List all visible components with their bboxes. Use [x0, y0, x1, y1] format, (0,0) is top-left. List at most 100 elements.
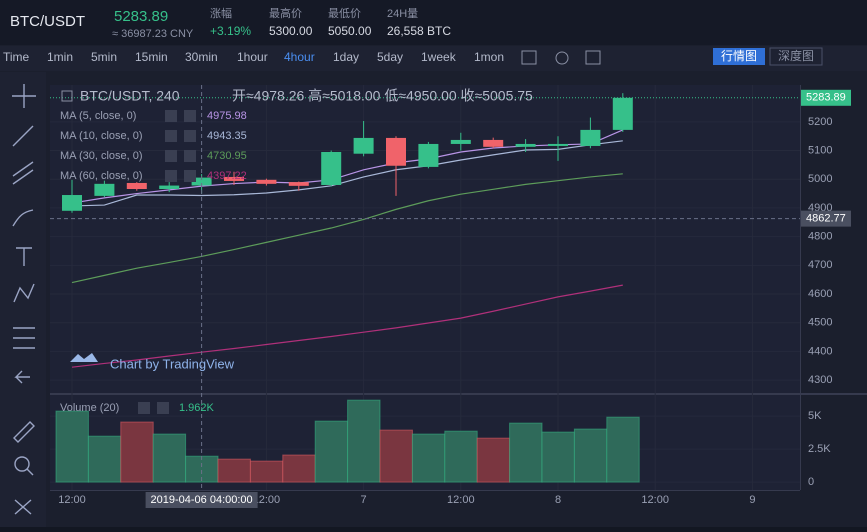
last-price-label: 5283.89 — [806, 92, 846, 104]
volume-bar — [217, 458, 251, 483]
volume-bar — [509, 422, 543, 483]
pane-divider — [50, 393, 867, 395]
ma-legend: MA (60, close, 0) — [60, 170, 143, 182]
legend-btn[interactable] — [165, 150, 177, 162]
axis-divider — [800, 85, 801, 490]
candle-body — [321, 151, 342, 185]
legend-btn[interactable] — [138, 402, 150, 414]
time-axis-line — [50, 490, 800, 491]
interval[interactable]: 15min — [135, 50, 168, 64]
candle-body — [580, 129, 601, 146]
candle-body — [224, 176, 244, 181]
volume-bar — [476, 437, 511, 483]
interval[interactable]: Time — [3, 50, 30, 64]
volume-bar — [444, 430, 478, 483]
volume-bar — [573, 428, 608, 483]
interval[interactable]: 5day — [377, 50, 403, 64]
candle-body — [386, 137, 406, 166]
interval[interactable]: 30min — [185, 50, 218, 64]
interval[interactable]: 1day — [333, 50, 359, 64]
y-tick-label: 5K — [808, 410, 822, 422]
candle-body — [548, 143, 568, 146]
stat-value: 5050.00 — [328, 24, 372, 38]
y-tick-label: 4600 — [808, 288, 832, 300]
volume-bar — [314, 420, 349, 483]
pair: BTC/USDT — [10, 13, 85, 30]
last-price-box — [801, 89, 851, 106]
volume-bar — [411, 433, 446, 483]
legend-btn[interactable] — [184, 170, 196, 182]
legend-btn[interactable] — [184, 150, 196, 162]
tab[interactable] — [769, 47, 823, 66]
candle-body — [483, 139, 504, 147]
volume-bar — [87, 435, 122, 483]
volume-bar — [120, 421, 154, 483]
y-tick-label: 4800 — [808, 231, 832, 243]
legend-btn[interactable] — [157, 402, 169, 414]
ma-legend-value: 4397.22 — [207, 170, 247, 182]
legend-btn[interactable] — [165, 130, 177, 142]
price-pane — [50, 85, 800, 393]
legend-toggle — [61, 90, 73, 102]
y-tick-label: 4400 — [808, 345, 832, 357]
interval[interactable]: 1hour — [237, 50, 268, 64]
volume-bar — [152, 433, 187, 483]
candle-body — [418, 143, 439, 167]
candle-body — [450, 139, 471, 144]
legend-btn[interactable] — [165, 110, 177, 122]
stat-value: 26,558 BTC — [387, 24, 451, 38]
y-tick-label: 2.5K — [808, 443, 831, 455]
volume-legend: Volume (20) — [60, 402, 119, 414]
chart-title: BTC/USDT, 240 — [80, 88, 180, 104]
ma-legend: MA (30, close, 0) — [60, 150, 143, 162]
tab-label[interactable]: 行情图 — [721, 49, 757, 63]
x-tick-label: 9 — [749, 494, 755, 506]
tab-label[interactable]: 深度图 — [778, 48, 814, 63]
drawing-tools[interactable] — [12, 84, 36, 515]
crosshair-time: 2019-04-06 04:00:00 — [151, 494, 253, 506]
ma-legend-value: 4975.98 — [207, 110, 247, 122]
y-tick-label: 0 — [808, 476, 814, 488]
volume-bar — [249, 460, 284, 483]
tab-active[interactable] — [713, 48, 765, 65]
volume-bar — [55, 410, 89, 483]
toolbar-icons — [521, 50, 601, 65]
interval[interactable]: 1min — [47, 50, 73, 64]
stat-value: +3.19% — [210, 24, 251, 38]
crosshair-price: 4862.77 — [806, 213, 846, 225]
candle-body — [612, 97, 633, 130]
candle-body — [159, 185, 180, 189]
legend-btn[interactable] — [184, 110, 196, 122]
volume-bar — [541, 431, 575, 483]
x-tick-label: 12:00 — [253, 494, 281, 506]
header-bar — [0, 0, 867, 45]
candle-body — [288, 182, 309, 186]
tv-logo — [70, 353, 98, 362]
price: 5283.89 — [114, 8, 168, 25]
ma-line — [71, 173, 623, 284]
ma-legend-value: 4730.95 — [207, 150, 247, 162]
x-tick-label: 12:00 — [58, 494, 86, 506]
candle-body — [256, 179, 277, 184]
legend-btn[interactable] — [165, 170, 177, 182]
volume-bar — [347, 399, 381, 483]
x-tick-label: 12:00 — [447, 494, 475, 506]
volume-bar — [379, 429, 413, 483]
y-tick-label: 4300 — [808, 374, 832, 386]
candle-body — [62, 195, 82, 211]
interval[interactable]: 1mon — [474, 50, 504, 64]
candle-body — [94, 183, 115, 196]
ma-line — [71, 140, 623, 207]
interval[interactable]: 5min — [91, 50, 117, 64]
ma-line — [71, 284, 623, 368]
cny: ≈ 36987.23 CNY — [112, 28, 194, 40]
stat-value: 5300.00 — [269, 24, 313, 38]
interval[interactable]: 1week — [421, 50, 457, 64]
interval[interactable]: 4hour — [284, 50, 315, 64]
x-tick-label: 8 — [555, 494, 561, 506]
legend-btn[interactable] — [184, 130, 196, 142]
volume-bar — [282, 454, 316, 483]
crosshair-price-box — [801, 210, 851, 227]
x-tick-label: 7 — [361, 494, 367, 506]
